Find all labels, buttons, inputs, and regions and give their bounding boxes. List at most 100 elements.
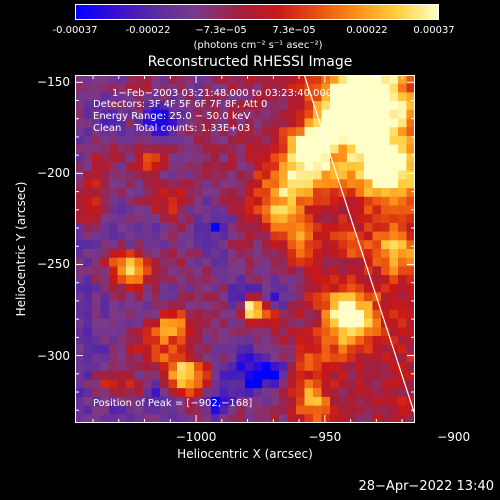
heatmap-cell: [372, 205, 382, 215]
heatmap-cell: [347, 292, 357, 302]
heatmap-cell: [168, 205, 178, 215]
heatmap-cell: [228, 214, 238, 224]
heatmap-cell: [321, 370, 331, 381]
heatmap-cell: [355, 75, 365, 85]
heatmap-cell: [287, 318, 297, 328]
heatmap-cell: [330, 153, 340, 163]
heatmap-cell: [151, 188, 161, 198]
heatmap-cell: [381, 118, 391, 128]
heatmap-cell: [109, 283, 119, 294]
heatmap-cell: [296, 205, 306, 215]
heatmap-cell: [313, 83, 323, 93]
heatmap-cell: [177, 135, 187, 146]
heatmap-cell: [228, 362, 238, 372]
heatmap-cell: [321, 170, 331, 180]
heatmap-cell: [270, 144, 280, 154]
heatmap-cell: [398, 318, 408, 328]
heatmap-cell: [219, 83, 229, 93]
heatmap-cell: [100, 222, 110, 233]
heatmap-cell: [338, 83, 348, 93]
heatmap-cell: [330, 75, 340, 85]
heatmap-cell: [202, 75, 212, 85]
heatmap-cell: [117, 275, 127, 285]
heatmap-cell: [313, 196, 323, 207]
heatmap-cell: [92, 170, 102, 180]
heatmap-cell: [398, 153, 408, 163]
heatmap-cell: [287, 153, 297, 163]
heatmap-cell: [168, 179, 178, 189]
heatmap-cell: [109, 83, 119, 93]
heatmap-cell: [313, 327, 323, 337]
heatmap-cell: [398, 188, 408, 198]
heatmap-cell: [202, 275, 212, 285]
heatmap-cell: [177, 101, 187, 111]
heatmap-cell: [398, 196, 408, 207]
heatmap-cell: [219, 388, 229, 398]
heatmap-cell: [398, 231, 408, 241]
heatmap-cell: [338, 379, 348, 389]
heatmap-cell: [270, 336, 280, 346]
heatmap-cell: [381, 309, 391, 320]
heatmap-cell: [168, 257, 178, 267]
heatmap-cell: [177, 205, 187, 215]
heatmap-cell: [389, 240, 399, 250]
heatmap-cell: [109, 318, 119, 328]
heatmap-cell: [100, 336, 110, 346]
annotation-clean-counts: Clean Total counts: 1.33E+03: [93, 123, 251, 134]
heatmap-cell: [228, 101, 238, 111]
heatmap-cell: [143, 118, 153, 128]
heatmap-cell: [381, 336, 391, 346]
heatmap-cell: [194, 405, 204, 415]
heatmap-cell: [330, 414, 340, 423]
heatmap-cell: [372, 144, 382, 154]
heatmap-cell: [296, 301, 306, 311]
heatmap-cell: [83, 109, 93, 120]
heatmap-cell: [355, 257, 365, 267]
heatmap-cell: [160, 370, 170, 381]
heatmap-cell: [228, 414, 238, 423]
heatmap-cell: [134, 188, 144, 198]
heatmap-cell: [321, 92, 331, 102]
heatmap-cell: [287, 75, 297, 85]
heatmap-cell: [202, 153, 212, 163]
heatmap-cell: [372, 327, 382, 337]
heatmap-cell: [338, 240, 348, 250]
heatmap-cell: [262, 301, 272, 311]
heatmap-cell: [83, 135, 93, 146]
heatmap-cell: [126, 414, 136, 423]
heatmap-cell: [143, 214, 153, 224]
heatmap-cell: [253, 266, 263, 276]
heatmap-cell: [338, 327, 348, 337]
heatmap-cell: [364, 170, 374, 180]
heatmap-cell: [296, 370, 306, 381]
heatmap-cell: [126, 162, 136, 172]
heatmap-cell: [338, 214, 348, 224]
heatmap-cell: [279, 205, 289, 215]
heatmap-cell: [364, 388, 374, 398]
heatmap-cell: [168, 135, 178, 146]
heatmap-cell: [355, 127, 365, 137]
heatmap-cell: [126, 179, 136, 189]
heatmap-cell: [389, 379, 399, 389]
heatmap-cell: [338, 179, 348, 189]
heatmap-cell: [296, 214, 306, 224]
heatmap-cell: [236, 336, 246, 346]
heatmap-cell: [398, 388, 408, 398]
heatmap-cell: [355, 283, 365, 294]
heatmap-cell: [313, 92, 323, 102]
heatmap-cell: [406, 362, 415, 372]
heatmap-cell: [109, 101, 119, 111]
heatmap-cell: [236, 196, 246, 207]
heatmap-cell: [364, 301, 374, 311]
heatmap-cell: [398, 379, 408, 389]
heatmap-cell: [228, 92, 238, 102]
heatmap-cell: [194, 301, 204, 311]
heatmap-cell: [253, 336, 263, 346]
heatmap-cell: [253, 118, 263, 128]
heatmap-cell: [177, 83, 187, 93]
heatmap-cell: [92, 301, 102, 311]
heatmap-cell: [245, 292, 255, 302]
heatmap-cell: [347, 135, 357, 146]
heatmap-cell: [151, 179, 161, 189]
heatmap-cell: [134, 92, 144, 102]
